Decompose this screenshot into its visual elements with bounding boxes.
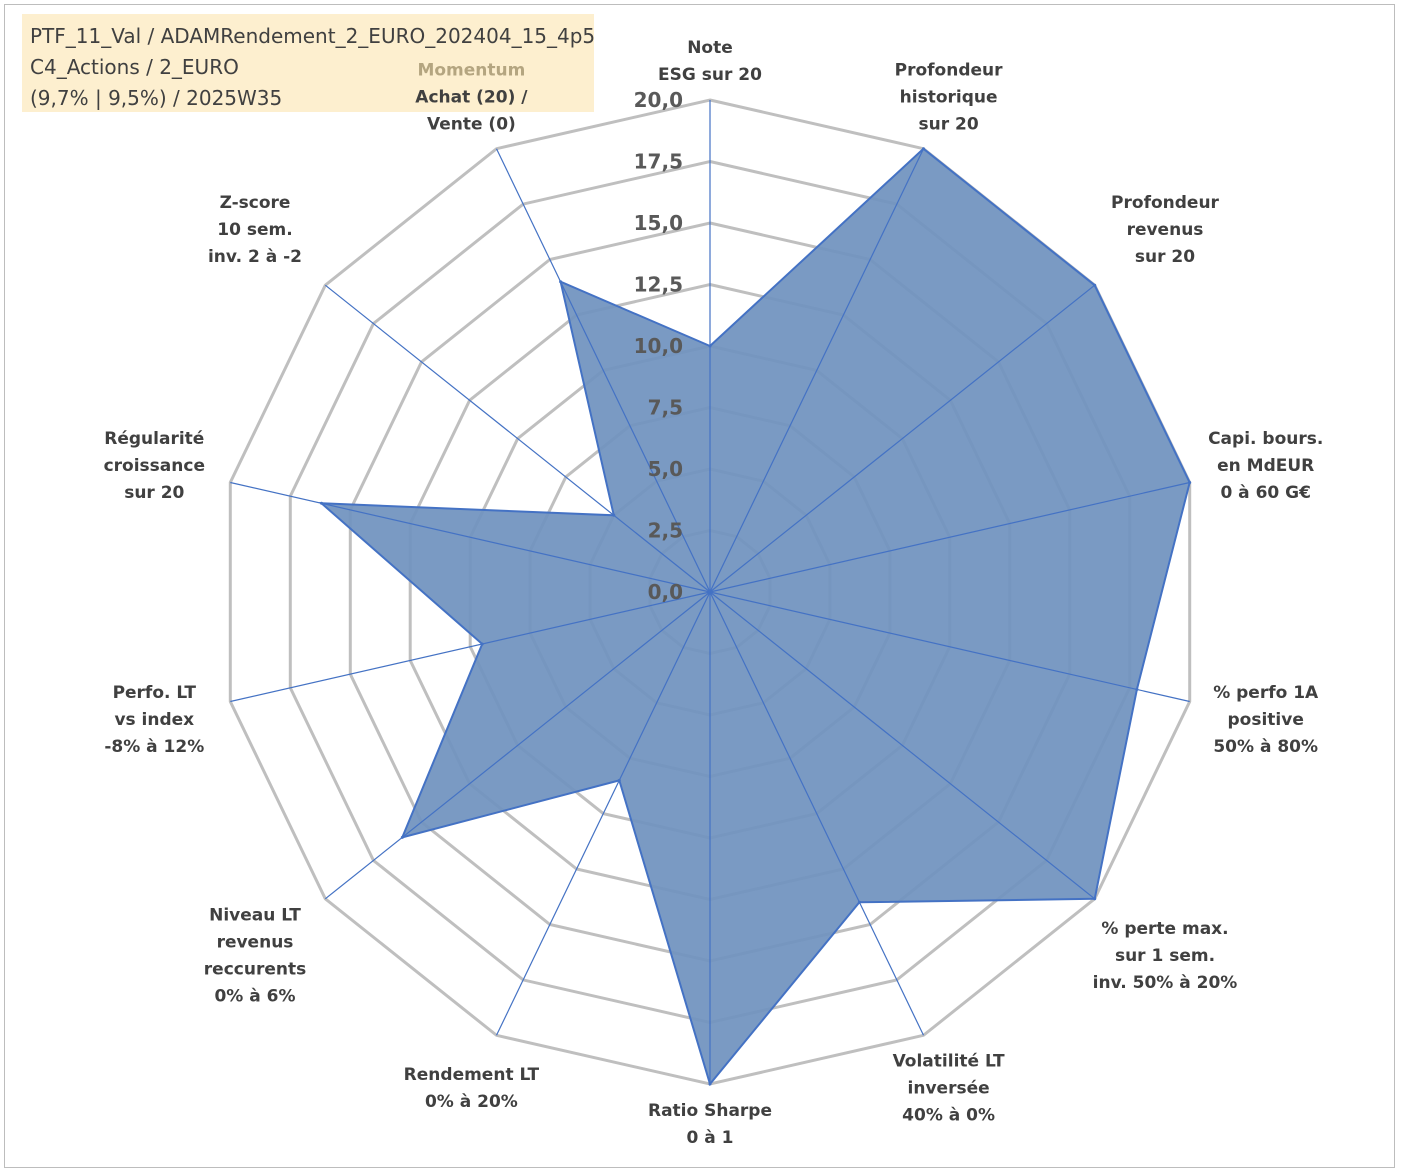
axis-label-line: 0% à 6% [214,986,295,1006]
axis-label: Perfo. LT vs index -8% à 12% [104,683,204,757]
axis-label: Note ESG sur 20 [658,38,762,85]
axis-spoke [709,148,925,593]
axis-label-line: vs index [114,710,194,730]
axis-spoke [324,591,711,900]
axis-label-line: reccurents [204,959,306,979]
axis-label: Z-score 10 sem. inv. 2 à -2 [208,193,302,267]
axis-label-line: % perte max. [1101,919,1228,939]
axis-label: Volatilité LT inversée 40% à 0% [893,1052,1005,1126]
axis-label-line: historique [900,88,998,108]
info-line-performance: (9,7% | 9,5%) / 2025W35 [30,86,283,110]
axis-spoke [709,591,1096,900]
axis-spoke [709,481,1190,593]
axis-label-line: Perfo. LT [113,683,197,703]
series-area [318,147,1191,1087]
axis-label-line: Profondeur [895,61,1004,81]
axis-label: Profondeur revenus sur 20 [1111,193,1220,267]
axis-spoke [495,591,711,1036]
axis-label-line: Note [687,38,733,58]
axis-label-line: inv. 50% à 20% [1093,973,1238,993]
axis-spoke [709,284,1096,593]
radar-series [318,147,1192,1087]
axis-label-line: Rendement LT [404,1065,540,1085]
axis-label-line: 10 sem. [217,220,292,240]
axis-label-line: % perfo 1A [1213,683,1319,703]
axis-spoke [230,481,711,593]
axis-label-line: inversée [908,1079,990,1099]
radar-spokes [230,100,1190,1084]
axis-label-line: inv. 2 à -2 [208,247,302,267]
axis-label-line: revenus [217,932,294,952]
axis-label-line: ESG sur 20 [658,65,762,85]
info-line-category: C4_Actions / 2_EURO [30,55,239,79]
axis-label-line: Profondeur [1111,193,1220,213]
axis-label-line: sur 20 [124,483,184,503]
axis-label: Momentum Achat (20) / Vente (0) [415,61,528,135]
tick-label: 7,5 [648,396,683,420]
axis-label-line: -8% à 12% [104,737,204,757]
axis-label: % perte max. sur 1 sem. inv. 50% à 20% [1093,919,1238,993]
axis-label-line: sur 20 [1135,247,1195,267]
axis-label-line: sur 20 [919,115,979,135]
tick-label: 12,5 [634,273,683,297]
axis-label-line: 0 à 60 G€ [1220,483,1311,503]
tick-label: 10,0 [634,334,683,358]
axis-label-line: en MdEUR [1217,456,1314,476]
axis-spoke [709,591,1190,703]
axis-label-line: 50% à 80% [1213,737,1318,757]
axis-label: Niveau LT revenus reccurents 0% à 6% [204,905,306,1006]
axis-label-line: 0 à 1 [687,1128,734,1148]
axis-label-line: Vente (0) [427,115,516,135]
axis-label-line: 40% à 0% [902,1106,995,1126]
axis-label-line: positive [1228,710,1304,730]
axis-label-line: Capi. bours. [1208,429,1323,449]
tick-label: 20,0 [634,88,683,112]
axis-spoke [324,284,711,593]
axis-spoke [495,148,711,593]
axis-label-line: revenus [1127,220,1204,240]
axis-label-line: Niveau LT [209,905,301,925]
radar-axis-labels: Note ESG sur 20 Profondeur historique sur 20… [104,38,1324,1148]
axis-label-line: Ratio Sharpe [648,1101,772,1121]
info-box: PTF_11_Val / ADAMRendement_2_EURO_202404… [22,14,596,112]
tick-label: 17,5 [634,150,683,174]
axis-label-line: 0% à 20% [425,1092,518,1112]
axis-label-line: Z-score [220,193,291,213]
axis-label: % perfo 1A positive 50% à 80% [1213,683,1319,757]
axis-label-line: Momentum [417,61,525,81]
tick-label: 0,0 [648,580,683,604]
axis-label-line: sur 1 sem. [1115,946,1215,966]
tick-label: 5,0 [648,457,683,481]
axis-label: Régularité croissance sur 20 [104,429,205,503]
axis-label-line: croissance [104,456,205,476]
axis-label-line: Volatilité LT [893,1052,1005,1072]
info-line-portfolio: PTF_11_Val / ADAMRendement_2_EURO_202404… [30,24,596,48]
axis-spoke [709,591,925,1036]
radar-tick-labels: 0,0 2,5 5,0 7,5 10,0 12,5 15,0 17,5 20,0 [634,88,683,604]
axis-spoke [230,591,711,703]
axis-label: Ratio Sharpe 0 à 1 [648,1101,772,1148]
axis-label: Rendement LT 0% à 20% [404,1065,540,1112]
tick-label: 2,5 [648,519,683,543]
tick-label: 15,0 [634,211,683,235]
axis-label: Capi. bours. en MdEUR 0 à 60 G€ [1208,429,1323,503]
axis-label: Profondeur historique sur 20 [895,61,1004,135]
axis-label-line: Achat (20) / [415,88,528,108]
axis-label-line: Régularité [104,429,204,449]
